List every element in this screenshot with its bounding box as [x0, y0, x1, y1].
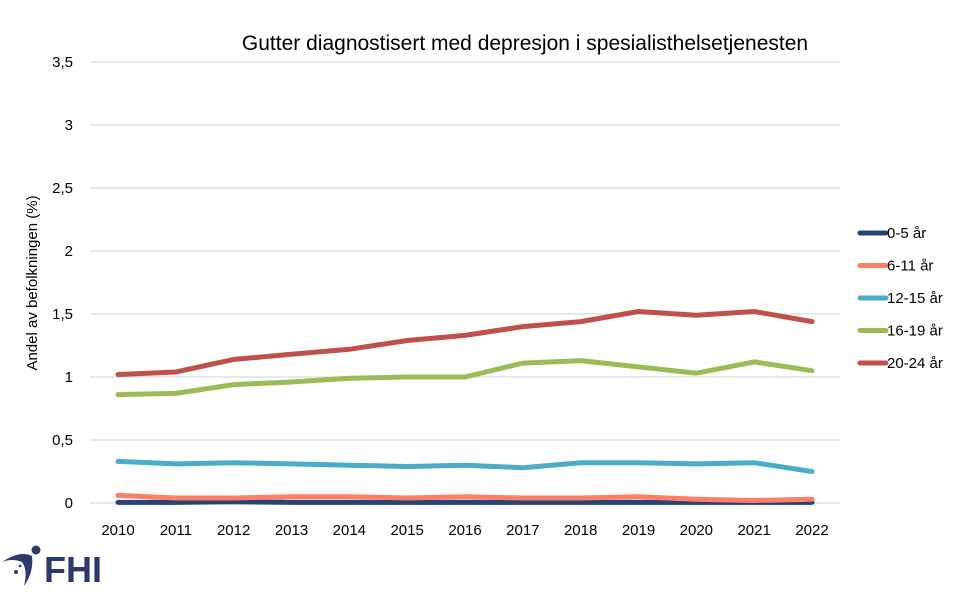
- y-axis-ticks: 0 0,5 1 1,5 2 2,5 3 3,5: [52, 54, 73, 512]
- x-tick-label: 2015: [390, 522, 423, 539]
- x-tick-label: 2020: [680, 522, 713, 539]
- legend-item: 16-19 år: [857, 323, 943, 340]
- gridlines: [90, 61, 840, 504]
- x-tick-label: 2017: [506, 522, 539, 539]
- y-axis-label: Andel av befolkningen (%): [24, 195, 41, 370]
- x-tick-label: 2016: [448, 522, 481, 539]
- series-line-12-15-r: [115, 458, 815, 474]
- legend-label: 16-19 år: [887, 323, 943, 340]
- series-line-20-24-r: [115, 309, 815, 377]
- series-line-0-5-r: [115, 499, 815, 505]
- x-tick-label: 2021: [737, 522, 770, 539]
- legend-label: 20-24 år: [887, 355, 943, 372]
- fhi-logo: FHI: [2, 545, 102, 588]
- x-tick-label: 2011: [160, 522, 192, 539]
- y-tick-label: 0,5: [52, 432, 73, 449]
- y-tick-label: 2: [65, 243, 73, 260]
- x-tick-label: 2010: [101, 522, 134, 539]
- legend-label: 0-5 år: [887, 225, 926, 242]
- x-tick-label: 2019: [622, 522, 655, 539]
- series-lines: [115, 309, 815, 505]
- legend: 0-5 år 6-11 år 12-15 år 16-19 år 20-24 år: [857, 225, 943, 372]
- series-line-16-19-r: [115, 358, 815, 398]
- legend-item: 0-5 år: [857, 225, 926, 242]
- legend-item: 6-11 år: [857, 258, 933, 275]
- chart-title: Gutter diagnostisert med depresjon i spe…: [242, 32, 808, 55]
- x-tick-label: 2022: [795, 522, 828, 539]
- series-line-6-11-r: [115, 492, 815, 503]
- legend-label: 6-11 år: [887, 258, 933, 275]
- y-tick-label: 1: [65, 369, 73, 386]
- y-tick-label: 2,5: [52, 180, 73, 197]
- x-axis-ticks: 2010 2011 2012 2013 2014 2015 2016 2017 2018 2019…: [101, 522, 828, 539]
- y-tick-label: 3,5: [52, 54, 73, 71]
- x-tick-label: 2013: [275, 522, 308, 539]
- legend-item: 12-15 år: [857, 290, 943, 307]
- x-tick-label: 2018: [564, 522, 597, 539]
- y-tick-label: 0: [65, 495, 73, 512]
- fhi-logo-text: FHI: [44, 549, 102, 588]
- legend-item: 20-24 år: [857, 355, 943, 372]
- legend-label: 12-15 år: [887, 290, 943, 307]
- x-tick-label: 2012: [217, 522, 250, 539]
- x-tick-label: 2014: [333, 522, 366, 539]
- y-tick-label: 3: [65, 117, 73, 134]
- y-tick-label: 1,5: [52, 306, 73, 323]
- fhi-logo-mark-icon: [2, 545, 41, 586]
